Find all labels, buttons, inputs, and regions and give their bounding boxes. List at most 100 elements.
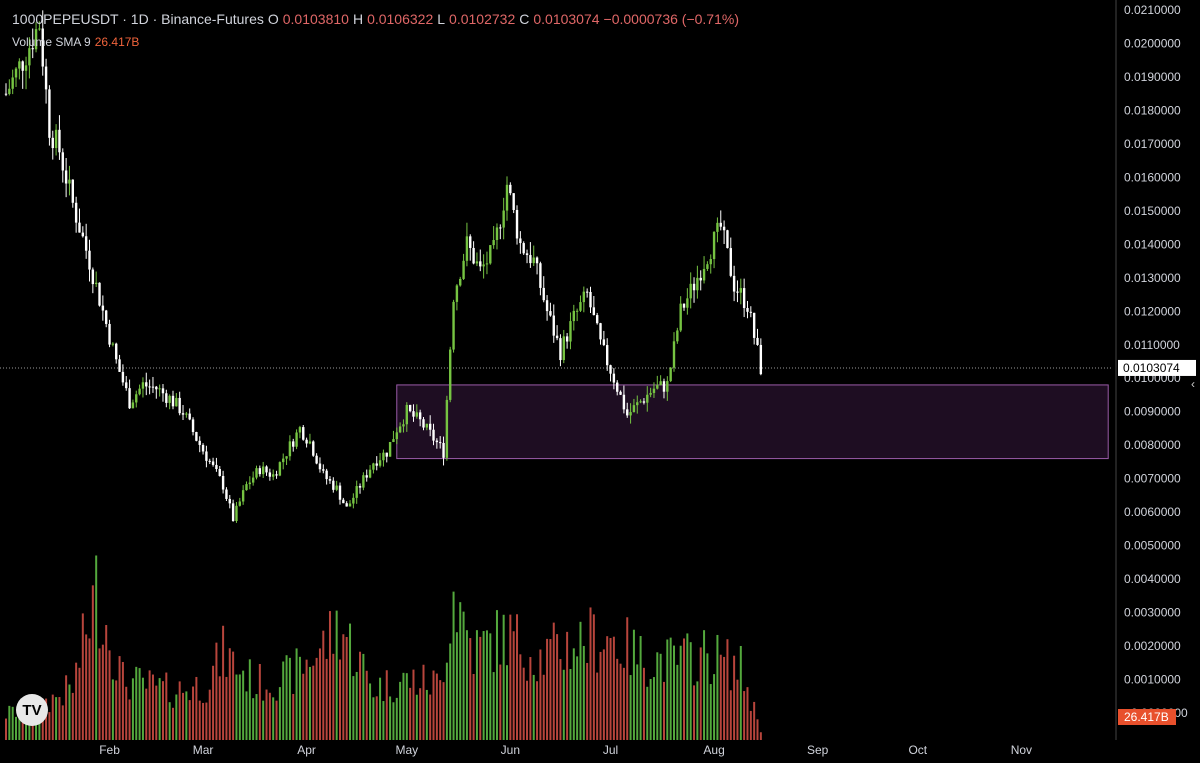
candle-body [105, 310, 108, 324]
volume-bar [736, 679, 739, 740]
symbol-line: 1000PEPEUSDT · 1D · Binance-Futures [12, 11, 264, 27]
volume-bar [713, 674, 716, 740]
candle-body [669, 367, 672, 382]
volume-bar [616, 658, 619, 740]
volume-bar [238, 674, 241, 740]
volume-legend-label: Volume SMA 9 [12, 35, 91, 49]
x-tick-label: Jul [603, 743, 618, 757]
y-tick-label: 0.0030000 [1124, 606, 1181, 620]
y-tick-label: 0.0120000 [1124, 304, 1181, 318]
logo-text: TV [22, 701, 42, 719]
candle-body [34, 29, 38, 50]
volume-bar [71, 692, 74, 740]
candle-body [385, 452, 388, 457]
volume-bar [15, 716, 18, 740]
candle-body [302, 427, 305, 440]
candle-body [198, 440, 201, 445]
volume-bar [379, 677, 382, 740]
candle-body [24, 65, 28, 71]
volume-bar [626, 617, 629, 740]
x-tick-label: Sep [807, 743, 829, 757]
candle-body [131, 402, 135, 409]
candle-body [88, 250, 91, 270]
volume-bar [499, 664, 502, 740]
volume-bar [205, 702, 208, 740]
candle-body [565, 336, 569, 342]
candle-body [449, 349, 452, 400]
volume-bar [355, 671, 358, 740]
candle-body [215, 464, 218, 470]
volume-bar [282, 661, 285, 740]
candle-body [439, 442, 442, 444]
volume-bar [225, 676, 228, 740]
volume-bar [165, 672, 168, 740]
candle-body [38, 28, 41, 30]
collapse-chevron-icon[interactable]: ‹ [1191, 377, 1195, 391]
volume-bar [81, 613, 84, 740]
candle-body [121, 371, 125, 383]
candle-body [702, 268, 706, 281]
candle-body [322, 469, 325, 471]
volume-bar [188, 700, 191, 740]
y-tick-label: 0.0160000 [1124, 170, 1181, 184]
volume-bar [656, 652, 659, 740]
candle-body [706, 264, 709, 269]
candle-body [84, 236, 88, 251]
candle-body [342, 499, 345, 504]
candle-body [338, 485, 342, 500]
volume-bar [599, 651, 602, 740]
volume-bar [98, 648, 101, 740]
candle-body [589, 291, 592, 308]
low-label: L [437, 11, 446, 27]
volume-bar [469, 638, 472, 740]
volume-bar [489, 633, 492, 740]
volume-bar [208, 689, 211, 740]
candle-body [482, 264, 485, 267]
volume-bar [579, 621, 582, 740]
y-tick-label: 0.0070000 [1124, 472, 1181, 486]
candle-body [21, 61, 24, 71]
y-tick-label: 0.0060000 [1124, 505, 1181, 519]
candle-body [115, 343, 118, 360]
candle-body [722, 226, 726, 231]
candle-body [312, 441, 315, 456]
volume-bar [268, 692, 271, 740]
volume-bar [222, 625, 225, 740]
volume-bar [716, 634, 719, 740]
volume-bar [746, 687, 749, 740]
candle-body [489, 245, 492, 264]
candle-body [626, 409, 629, 416]
volume-bar [315, 657, 318, 740]
tradingview-logo[interactable]: TV [16, 694, 48, 726]
high-value: 0.0106322 [367, 11, 434, 27]
volume-bar [55, 697, 58, 740]
volume-bar [726, 639, 729, 740]
candle-body [602, 339, 606, 346]
candle-body [719, 222, 722, 227]
candle-body [11, 77, 14, 89]
candle-body [686, 298, 689, 308]
volume-bar [178, 681, 181, 740]
volume-bar [342, 634, 345, 740]
volume-bar [522, 667, 525, 740]
volume-bar [369, 683, 372, 740]
candle-body [646, 394, 649, 403]
volume-bar [749, 710, 752, 740]
candle-body [195, 432, 198, 441]
candle-body [8, 88, 11, 94]
candle-body [662, 381, 666, 392]
volume-bar [455, 632, 458, 740]
candle-body [672, 341, 676, 368]
candle-body [572, 310, 575, 322]
volume-bar [31, 713, 34, 740]
volume-bar [41, 711, 44, 740]
candle-body [241, 490, 245, 502]
volume-bar [392, 702, 395, 740]
candle-body [251, 477, 255, 483]
candle-body [652, 388, 656, 393]
volume-bar [405, 673, 408, 740]
volume-bar [659, 653, 662, 740]
y-tick-label: 0.0190000 [1124, 70, 1181, 84]
